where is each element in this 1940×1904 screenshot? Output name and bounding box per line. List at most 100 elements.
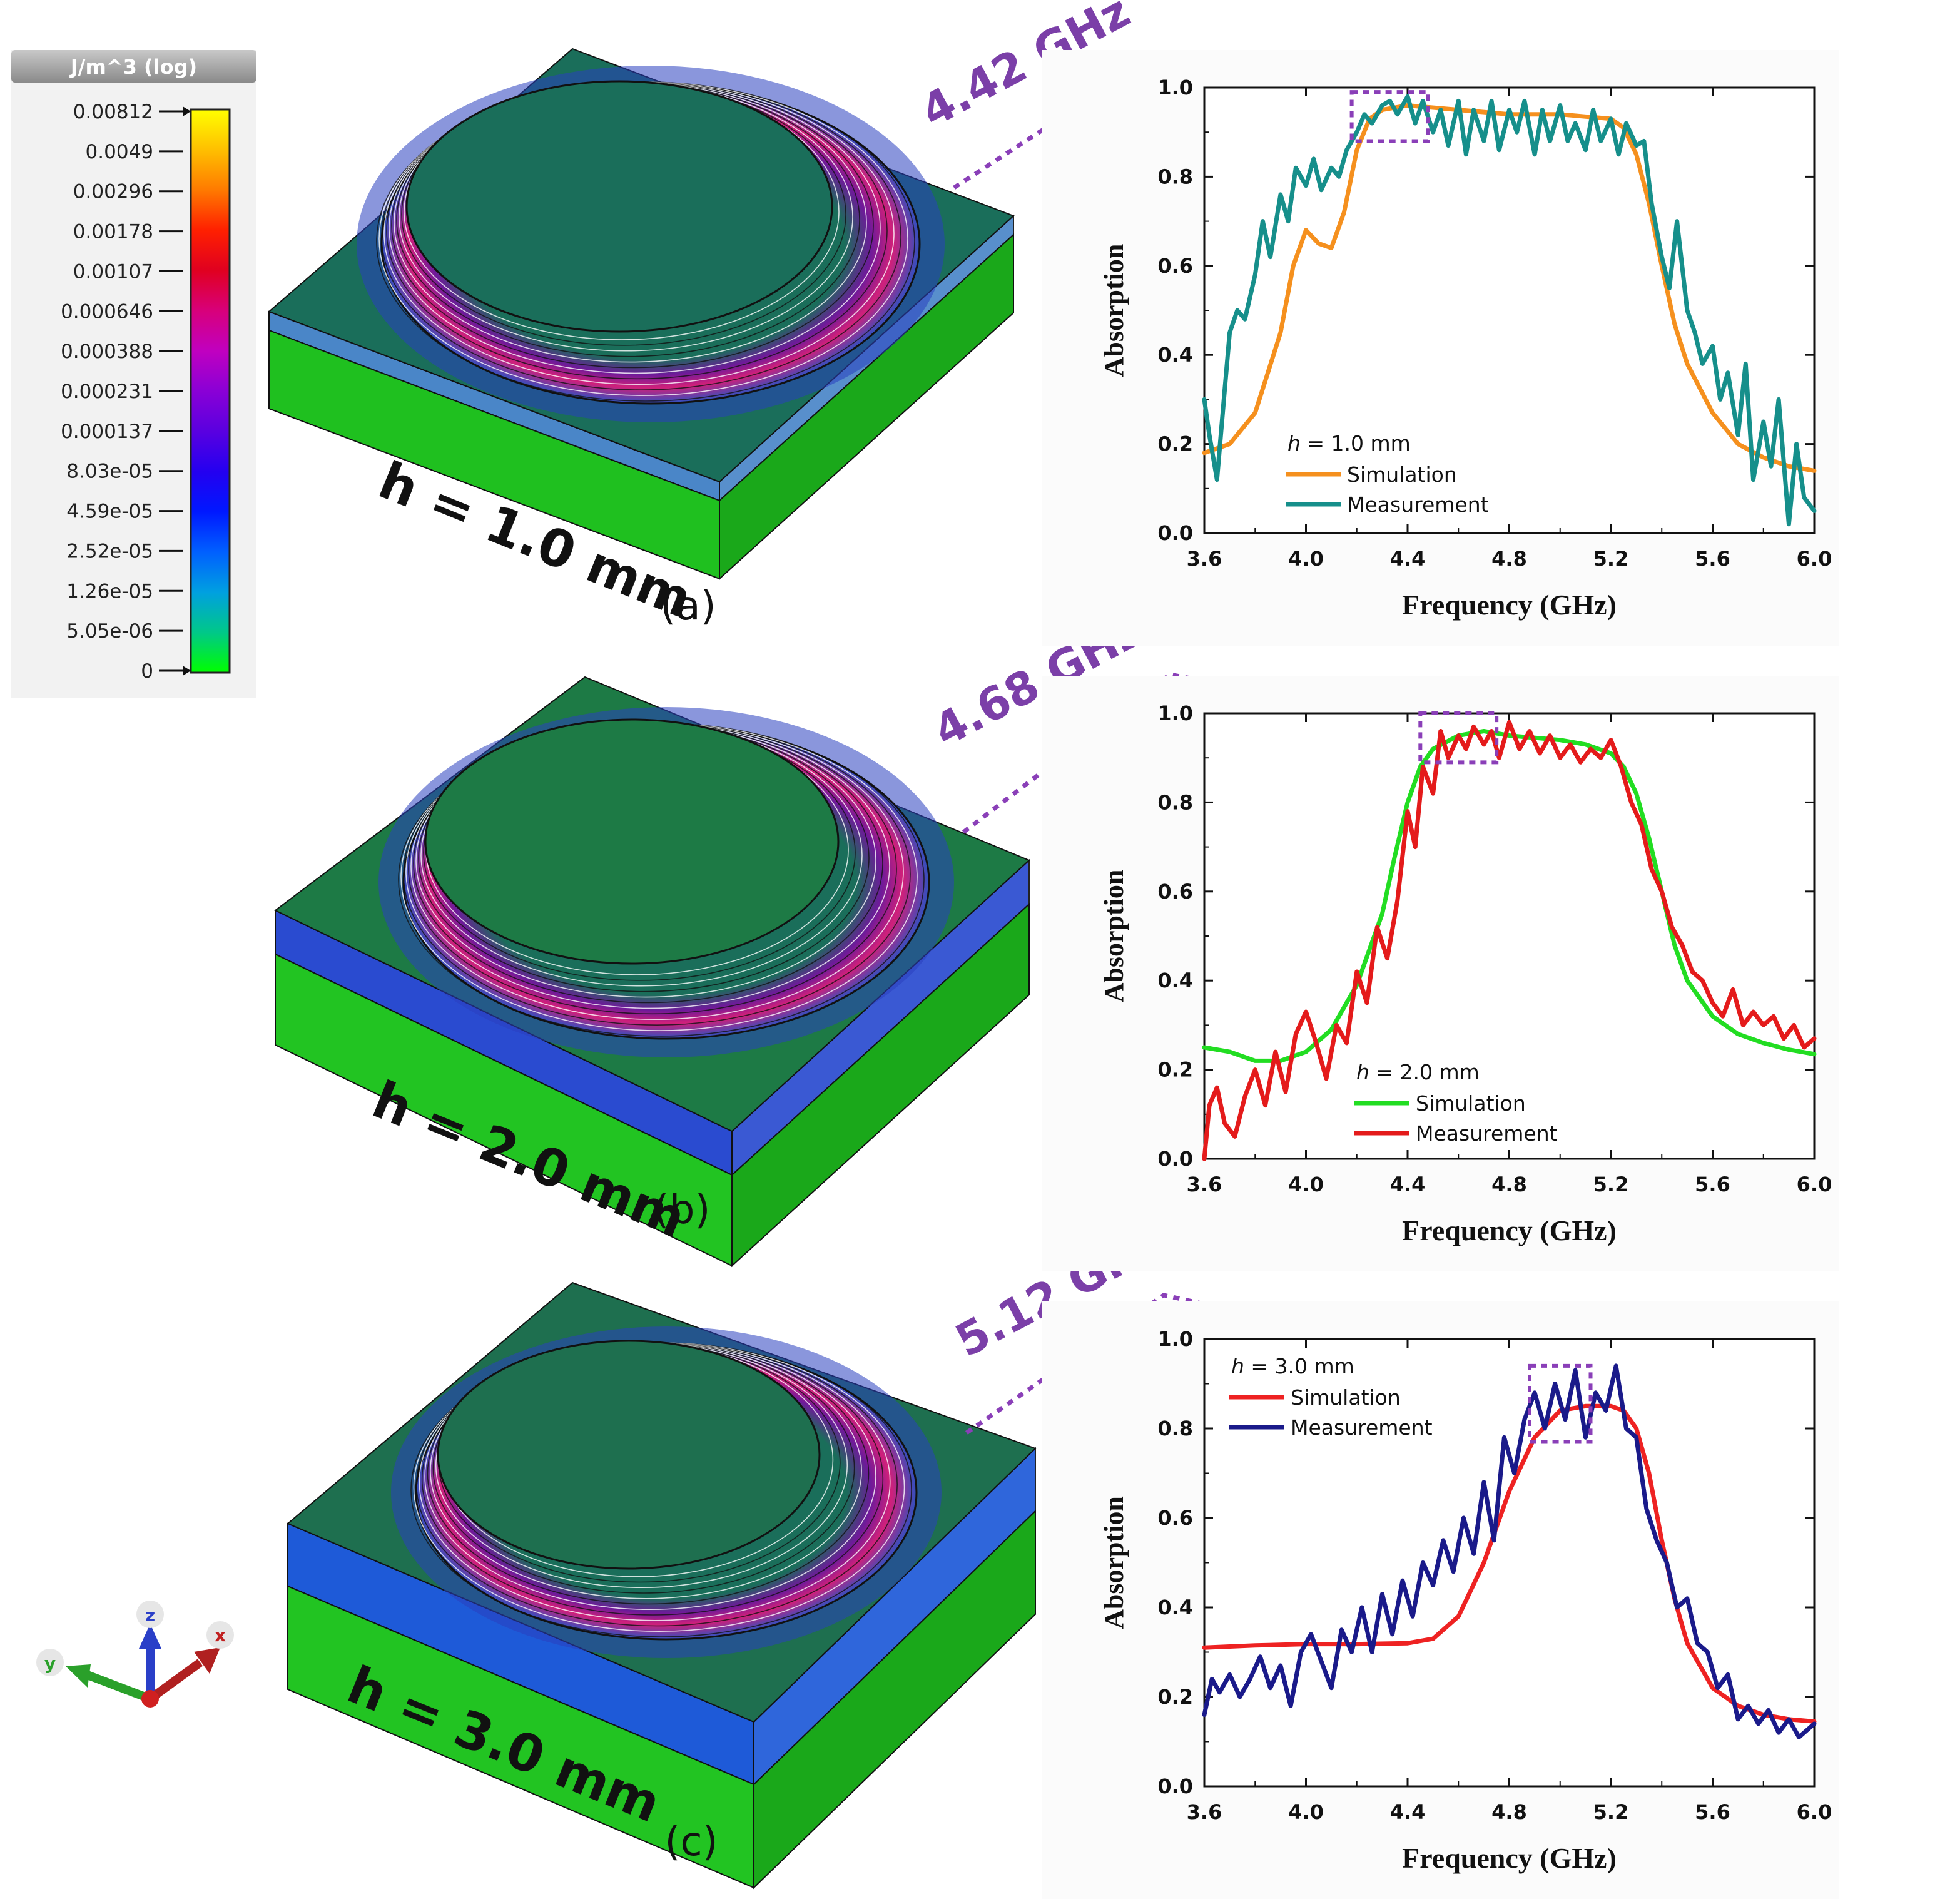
colorbar-label: 0.000646 (61, 300, 153, 323)
colorbar-label: 0.000231 (61, 380, 153, 403)
colorbar-label: 0.00107 (73, 260, 153, 283)
x-tick-label: 5.2 (1593, 547, 1629, 571)
z-axis-head (139, 1624, 161, 1649)
freq-callout-line (965, 1293, 1540, 1435)
y-axis-head (66, 1664, 91, 1688)
x-tick-label: 6.0 (1797, 1800, 1832, 1824)
x-axis-arrow (147, 1659, 203, 1703)
colorbar-label: 0.000388 (61, 340, 153, 363)
legend-title: h = 1.0 mm (1287, 431, 1411, 456)
absorption-charts: 3.6 4.0 4.4 4.8 5.2 5.6 6.0 0.0 0.2 0.4 0.6 0.8 1.0 F… (1042, 50, 1839, 1899)
y-axis-title: Absorption (1099, 244, 1129, 377)
unit-cell-block (287, 1281, 1037, 1890)
x-tick-label: 4.4 (1390, 1800, 1426, 1824)
colorbar-label: 1.26e-05 (66, 580, 153, 603)
y-tick-label: 0.6 (1157, 880, 1193, 904)
y-axis-label: y (44, 1653, 56, 1674)
colorbar-arrow (183, 106, 191, 116)
y-tick-label: 1.0 (1157, 1327, 1193, 1351)
block-side-ground-right (731, 902, 1030, 1268)
panel-tag: (a) (660, 583, 716, 629)
plot-frame (1203, 86, 1816, 534)
plot-frame (1203, 712, 1816, 1160)
colorbar-label: 2.52e-05 (66, 540, 153, 563)
z-axis-badge (136, 1601, 164, 1628)
colorbar-label: 0.00296 (73, 181, 153, 203)
legend-title: h = 3.0 mm (1231, 1354, 1354, 1378)
x-tick-label: 4.4 (1390, 547, 1426, 571)
colorbar-legend: J/m^3 (log) 0.008120.00490.002960.001780… (11, 50, 256, 698)
x-tick-label: 5.6 (1695, 547, 1730, 571)
origin-dot (141, 1690, 159, 1708)
series-line-simulation (1202, 729, 1817, 1063)
legend-title: h = 2.0 mm (1356, 1060, 1480, 1084)
x-tick-label: 5.6 (1695, 1800, 1730, 1824)
x-axis-title: Frequency (GHz) (1402, 1214, 1617, 1246)
legend-label: Measurement (1291, 1415, 1433, 1440)
y-axis-badge (36, 1649, 64, 1676)
x-tick-label: 4.0 (1288, 1173, 1324, 1196)
legend-title-var: h (1231, 1354, 1244, 1378)
y-tick-label: 0.0 (1157, 521, 1193, 545)
plot-frame (1203, 1338, 1816, 1788)
colorbar-label: 0.00812 (73, 101, 153, 123)
highlight-box (1418, 711, 1499, 765)
disc-top (424, 718, 840, 965)
axes-triad: z y x (36, 1601, 234, 1708)
x-tick-label: 4.8 (1491, 1173, 1527, 1196)
legend-title-value: = 1.0 mm (1301, 431, 1411, 456)
legend-label: Simulation (1347, 462, 1457, 487)
colorbar-scale (190, 108, 231, 674)
colorbar-labels: 0.00812 0.0049 0.00296 0.00178 0.00107 0.0006… (61, 101, 191, 683)
legend-label: Measurement (1416, 1121, 1558, 1146)
legend-title-var: h (1287, 431, 1301, 456)
block-side-ground-right (719, 233, 1014, 581)
legend: h = 1.0 mm Simulation Measurement (1286, 431, 1489, 517)
colorbar-label: 0.00178 (73, 221, 153, 243)
disc-top (405, 80, 833, 333)
x-tick-label: 4.0 (1288, 547, 1324, 571)
x-tick-label: 5.2 (1593, 1800, 1629, 1824)
x-tick-label: 4.0 (1288, 1800, 1324, 1824)
x-axis-title: Frequency (GHz) (1402, 589, 1617, 621)
unit-cell-block (268, 48, 1015, 581)
legend-label: Measurement (1347, 492, 1489, 517)
disc-top (437, 1340, 821, 1570)
colorbar-label: 5.05e-06 (66, 620, 153, 643)
x-tick-label: 6.0 (1797, 1173, 1832, 1196)
absorption-chart: 3.6 4.0 4.4 4.8 5.2 5.6 6.0 0.0 0.2 0.4 0.6 0.8 1.0 F… (1042, 1301, 1839, 1899)
y-axis-title: Absorption (1099, 870, 1129, 1003)
y-axis-title: Absorption (1099, 1496, 1129, 1629)
legend-title-value: = 2.0 mm (1369, 1060, 1480, 1084)
series-line-measurement (1202, 94, 1817, 527)
y-tick-label: 0.4 (1157, 969, 1193, 992)
colorbar-label: 0.0049 (86, 141, 153, 163)
unit-cell-block (274, 676, 1030, 1268)
x-tick-label: 5.6 (1695, 1173, 1730, 1196)
colorbar-label: 8.03e-05 (66, 461, 153, 483)
x-tick-label: 4.4 (1390, 1173, 1426, 1196)
x-tick-label: 5.2 (1593, 1173, 1629, 1196)
y-tick-label: 0.8 (1157, 790, 1193, 814)
y-tick-label: 0.4 (1157, 343, 1193, 367)
y-tick-label: 0.2 (1157, 1058, 1193, 1082)
colorbar-title-box (11, 50, 256, 83)
x-tick-label: 3.6 (1187, 547, 1222, 571)
y-axis-arrow (86, 1671, 152, 1703)
legend-label: Simulation (1416, 1091, 1526, 1116)
series-line-simulation (1202, 1403, 1817, 1724)
y-tick-label: 0.2 (1157, 432, 1193, 456)
y-tick-label: 0.8 (1157, 1417, 1193, 1440)
colorbar-label: 4.59e-05 (66, 501, 153, 523)
x-axis-head (194, 1647, 220, 1674)
highlight-box (1349, 90, 1430, 143)
y-tick-label: 0.4 (1157, 1596, 1193, 1619)
x-tick-label: 4.8 (1491, 1800, 1527, 1824)
y-tick-label: 0.8 (1157, 165, 1193, 188)
x-tick-label: 4.8 (1491, 547, 1527, 571)
y-tick-label: 0.2 (1157, 1685, 1193, 1709)
legend: h = 2.0 mm Simulation Measurement (1354, 1060, 1558, 1146)
legend: h = 3.0 mm Simulation Measurement (1229, 1354, 1433, 1440)
y-tick-label: 0.6 (1157, 254, 1193, 278)
panel-tag: (c) (664, 1819, 718, 1865)
